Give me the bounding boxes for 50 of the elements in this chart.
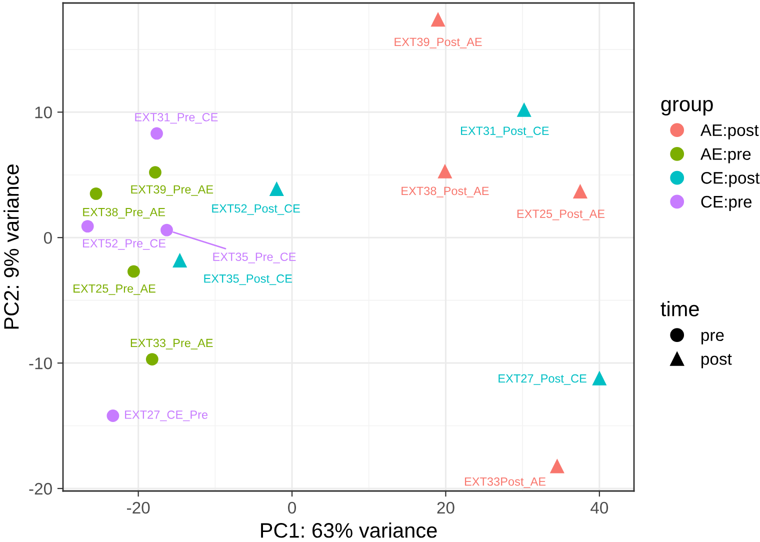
point <box>160 224 173 236</box>
x-tick-label: -20 <box>127 502 150 514</box>
text: post <box>701 354 732 368</box>
data-label: EXT27_CE_Pre <box>125 410 208 422</box>
data-label: EXT33_Pre_AE <box>130 338 213 350</box>
legend-label: AE:post <box>700 124 759 140</box>
point <box>146 353 158 366</box>
point <box>269 181 284 196</box>
point <box>127 265 140 278</box>
text: time <box>660 301 699 316</box>
data-label: EXT33Post_AE <box>464 477 546 488</box>
data-label: EXT39_Pre_AE <box>131 185 214 196</box>
y-tick-label: -20 <box>29 482 52 495</box>
y-tick-label: 0 <box>44 232 52 244</box>
point <box>592 370 607 386</box>
y-axis-title: PC2: 9% variance <box>4 164 19 329</box>
point <box>438 164 452 178</box>
point <box>516 102 532 117</box>
x-tick-label: 40 <box>590 502 608 514</box>
point <box>572 184 588 198</box>
point <box>150 127 163 140</box>
data-label: EXT52_Post_CE <box>212 204 300 215</box>
x-tick-label: 0 <box>288 502 296 514</box>
data-label: EXT35_Pre_CE <box>213 252 296 264</box>
y-tick-label: -10 <box>29 357 52 370</box>
data-label: EXT39_Post_AE <box>394 38 482 48</box>
point <box>172 252 188 268</box>
data-label: EXT52_Pre_CE <box>83 239 166 250</box>
data-label: EXT27_Post_CE <box>498 374 586 385</box>
data-label: EXT25_Post_AE <box>517 210 605 220</box>
legend-label: CE:pre <box>701 196 752 211</box>
legend-title: group <box>661 100 713 116</box>
point <box>90 187 102 200</box>
point <box>149 166 162 179</box>
data-label: EXT31_Pre_CE <box>135 113 218 124</box>
legend-label: AE:pre <box>700 148 751 164</box>
data-label: EXT38_Pre_AE <box>83 208 165 219</box>
data-label: EXT35_Post_CE <box>204 274 292 286</box>
point <box>550 458 564 474</box>
text: pre <box>701 332 724 344</box>
data-label: EXT31_Post_CE <box>461 126 549 138</box>
x-axis-title: PC1: 63% variance <box>261 522 437 538</box>
point <box>430 12 446 27</box>
point <box>106 410 120 422</box>
data-label: EXT38_Post_AE <box>402 186 489 198</box>
y-tick-label: 10 <box>35 106 52 118</box>
point <box>81 220 94 233</box>
data-label: EXT25_Pre_AE <box>74 284 156 295</box>
legend-label: CE:post <box>701 172 760 188</box>
x-tick-label: 20 <box>437 502 454 514</box>
